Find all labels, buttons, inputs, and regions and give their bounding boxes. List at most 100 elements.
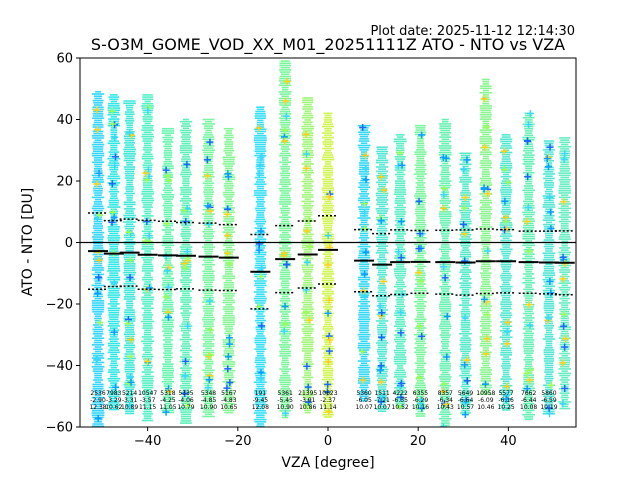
bin-15-count: 6355 bbox=[413, 390, 428, 397]
bin-annotations: 2536-2.9012.387983-3.2910.625214-3.3110.… bbox=[89, 390, 557, 411]
bin-15-std-label: 10.16 bbox=[412, 404, 429, 411]
bin-18-count: 10958 bbox=[476, 390, 495, 397]
bin-2-count: 5214 bbox=[122, 390, 137, 397]
y-tick-label: 60 bbox=[56, 52, 73, 67]
bin-17-mean-label: -6.64 bbox=[458, 397, 474, 404]
bin-11-mean-label: -2.37 bbox=[320, 397, 336, 404]
bin-18-std-label: 10.46 bbox=[477, 404, 494, 411]
bin-18-mean-label: -6.09 bbox=[478, 397, 494, 404]
bin-19-std-label: 10.25 bbox=[498, 404, 515, 411]
bin-10-count: 21395 bbox=[298, 390, 317, 397]
x-tick-label: 40 bbox=[500, 434, 517, 449]
bin-0-count: 2536 bbox=[90, 390, 105, 397]
bin-19-mean-label: -6.16 bbox=[498, 397, 514, 404]
bin-13-count: 1511 bbox=[374, 390, 389, 397]
bin-2-mean-label: -3.31 bbox=[122, 397, 138, 404]
bin-11-std-label: 11.14 bbox=[319, 404, 336, 411]
bin-17-count: 5649 bbox=[458, 390, 473, 397]
y-tick-label: −20 bbox=[46, 298, 73, 313]
bin-8-markers bbox=[253, 106, 267, 427]
bin-14-count: 4222 bbox=[393, 390, 408, 397]
bin-7-markers bbox=[222, 127, 236, 414]
bin-6-markers bbox=[202, 118, 215, 418]
bin-17-std-label: 10.57 bbox=[457, 404, 474, 411]
bin-6-mean-label: -4.85 bbox=[201, 397, 217, 404]
x-tick-label: −20 bbox=[224, 434, 251, 449]
bin-19-count: 5577 bbox=[498, 390, 513, 397]
bin-4-std-label: 11.05 bbox=[159, 404, 176, 411]
bin-10-mean-label: -3.91 bbox=[300, 397, 316, 404]
plot-date: Plot date: 2025-11-12 12:14:30 bbox=[370, 24, 575, 39]
bin-16-mean-label: -6.34 bbox=[437, 397, 453, 404]
bin-7-count: 5167 bbox=[221, 390, 236, 397]
bin-9-mean-label: -5.45 bbox=[277, 397, 293, 404]
bin-9-count: 5361 bbox=[278, 390, 293, 397]
bin-20-markers bbox=[522, 109, 536, 420]
bin-9-markers bbox=[278, 60, 292, 419]
x-tick-label: 0 bbox=[324, 434, 332, 449]
bin-7-mean-label: -4.83 bbox=[221, 397, 237, 404]
bin-5-count: 5335 bbox=[178, 390, 193, 397]
bin-20-count: 7662 bbox=[521, 390, 536, 397]
bin-20-std-label: 10.08 bbox=[520, 404, 537, 411]
bin-9-std-label: 10.90 bbox=[277, 404, 294, 411]
bin-13-markers bbox=[375, 146, 389, 412]
y-axis-label: ATO - NTO [DU] bbox=[20, 188, 36, 296]
bin-4-mean-label: -4.25 bbox=[160, 397, 176, 404]
bin-0-std-label: 12.38 bbox=[89, 404, 106, 411]
bin-20-mean-label: -6.44 bbox=[521, 397, 537, 404]
bin-5-markers bbox=[179, 118, 193, 424]
bin-14-std-label: 10.52 bbox=[392, 404, 409, 411]
bin-16-count: 8357 bbox=[438, 390, 453, 397]
x-axis-label: VZA [degree] bbox=[281, 455, 374, 471]
scatter-markers bbox=[91, 60, 572, 427]
bin-14-mean-label: -6.35 bbox=[392, 397, 408, 404]
x-axis-ticks: −40 −20 0 20 40 bbox=[134, 427, 517, 449]
bin-6-count: 5348 bbox=[201, 390, 216, 397]
bin-11-count: 10623 bbox=[318, 390, 337, 397]
y-tick-label: −40 bbox=[46, 359, 73, 374]
bin-16-markers bbox=[438, 118, 452, 427]
bin-8-std-label: 12.08 bbox=[252, 404, 269, 411]
bin-15-markers bbox=[413, 124, 427, 417]
bin-8-mean-label: -9.45 bbox=[253, 397, 269, 404]
bin-11-markers bbox=[321, 112, 335, 418]
bin-3-std-label: 11.15 bbox=[139, 404, 156, 411]
x-tick-label: −40 bbox=[134, 434, 161, 449]
bin-12-count: 5360 bbox=[356, 390, 371, 397]
bin-10-std-label: 10.86 bbox=[299, 404, 316, 411]
bin-13-std-label: 10.07 bbox=[374, 404, 391, 411]
bin-16-std-label: 10.43 bbox=[437, 404, 454, 411]
bin-2-markers bbox=[123, 100, 137, 415]
bin-7-std-label: 10.65 bbox=[220, 404, 237, 411]
bin-2-std-label: 10.89 bbox=[121, 404, 138, 411]
bin-1-mean-label: -3.29 bbox=[106, 397, 122, 404]
bin-statistics bbox=[88, 212, 575, 310]
bin-10-markers bbox=[301, 97, 315, 414]
y-tick-label: 0 bbox=[65, 236, 73, 251]
bin-4-count: 5318 bbox=[160, 390, 175, 397]
bin-12-mean-label: -6.05 bbox=[356, 397, 372, 404]
bin-22-markers bbox=[558, 137, 572, 410]
bin-3-mean-label: -3.57 bbox=[140, 397, 156, 404]
bin-3-count: 10547 bbox=[138, 390, 157, 397]
y-tick-label: 40 bbox=[56, 113, 73, 128]
bin-6-std-label: 10.90 bbox=[200, 404, 217, 411]
bin-12-markers bbox=[357, 123, 371, 402]
bin-13-mean-label: -7.21 bbox=[374, 397, 390, 404]
bin-0-markers bbox=[91, 91, 105, 427]
y-tick-label: 20 bbox=[56, 175, 73, 190]
bin-5-std-label: 10.79 bbox=[177, 404, 194, 411]
bin-5-mean-label: -4.06 bbox=[178, 397, 194, 404]
y-tick-label: −60 bbox=[46, 421, 73, 436]
bin-21-count: 5860 bbox=[541, 390, 556, 397]
bin-21-mean-label: -6.59 bbox=[541, 397, 557, 404]
bin-8-count: 191 bbox=[255, 390, 267, 397]
bin-19-markers bbox=[499, 134, 513, 411]
bin-21-std-label: 10.19 bbox=[540, 404, 557, 411]
chart-title: S-O3M_GOME_VOD_XX_M01_20251111Z ATO - NT… bbox=[91, 35, 565, 55]
x-tick-label: 20 bbox=[410, 434, 427, 449]
y-axis-ticks: −60 −40 −20 0 20 40 60 bbox=[46, 52, 80, 436]
bin-1-std-label: 10.62 bbox=[105, 404, 122, 411]
